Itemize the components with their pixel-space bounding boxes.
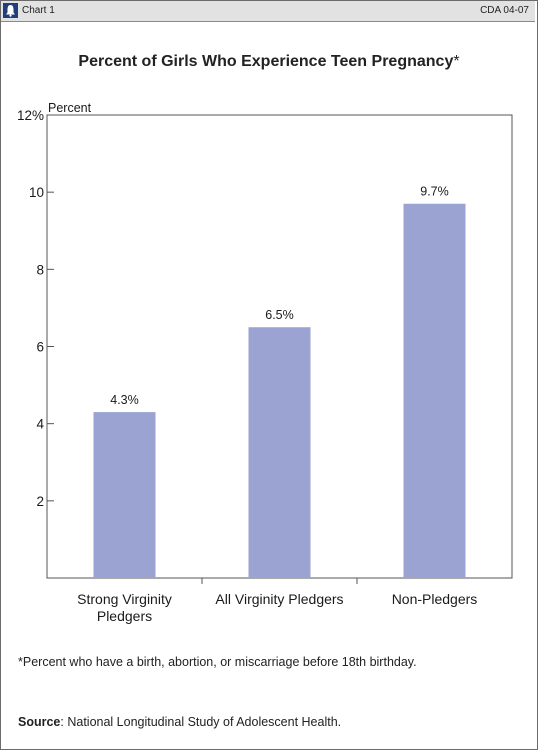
bar <box>403 203 466 578</box>
report-code: CDA 04-07 <box>480 5 529 16</box>
category-label: Pledgers <box>97 608 152 624</box>
source-label: Source <box>18 715 61 729</box>
y-axis-label: Percent <box>48 101 92 115</box>
y-tick-label: 12% <box>17 108 44 123</box>
source-text: : National Longitudinal Study of Adolesc… <box>60 715 342 729</box>
y-tick-label: 6 <box>36 340 44 355</box>
y-ticks: 2 4 6 8 10 12% <box>17 108 54 509</box>
chart-number: Chart 1 <box>22 5 55 16</box>
bars <box>93 203 466 578</box>
title-asterisk: * <box>453 53 460 70</box>
category-label: All Virginity Pledgers <box>215 591 343 607</box>
y-tick-label: 2 <box>36 494 44 509</box>
data-label: 6.5% <box>265 308 294 322</box>
data-label: 4.3% <box>110 393 139 407</box>
footnote: *Percent who have a birth, abortion, or … <box>18 655 417 669</box>
y-tick-label: 10 <box>29 185 44 200</box>
data-labels: 4.3% 6.5% 9.7% <box>110 185 449 407</box>
bell-icon <box>3 3 18 18</box>
category-label: Strong Virginity <box>77 591 172 607</box>
source-note: Source: National Longitudinal Study of A… <box>18 715 341 729</box>
header-bar: Chart 1 CDA 04-07 <box>1 1 535 22</box>
data-label: 9.7% <box>420 185 449 199</box>
bar <box>248 327 311 578</box>
y-tick-label: 4 <box>36 417 44 432</box>
chart-title: Percent of Girls Who Experience Teen Pre… <box>78 53 460 70</box>
bar <box>93 412 156 578</box>
y-tick-label: 8 <box>36 262 44 277</box>
category-label: Non-Pledgers <box>392 591 478 607</box>
